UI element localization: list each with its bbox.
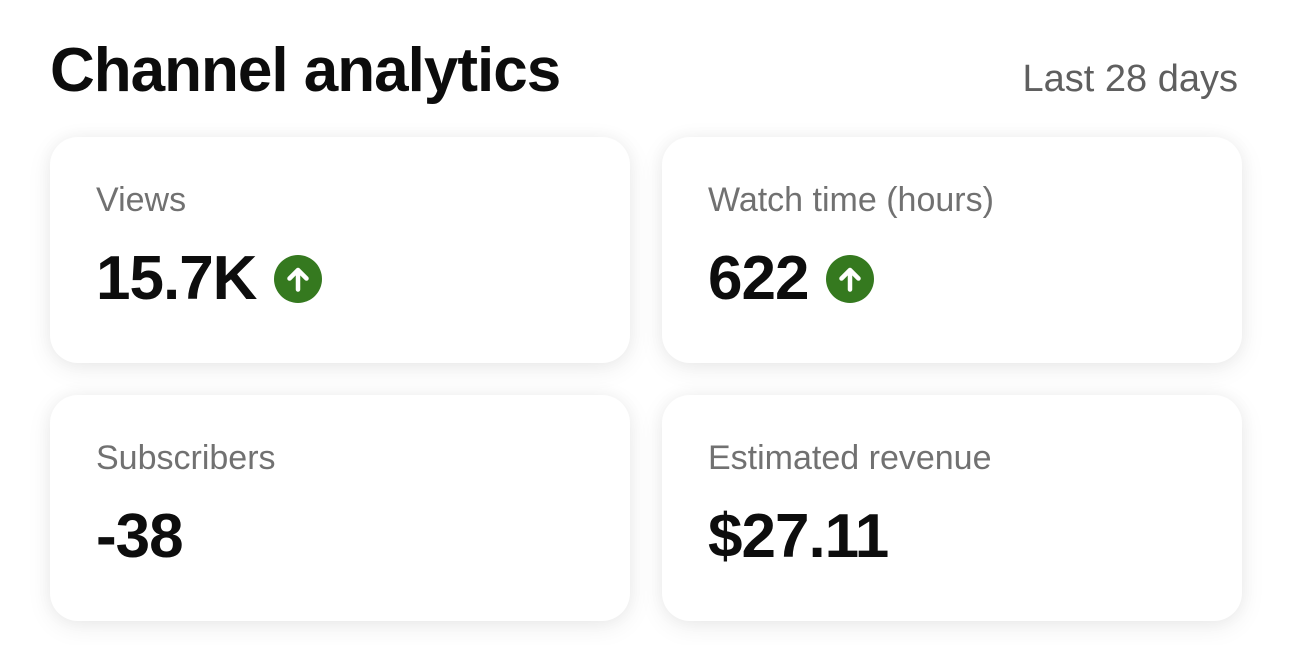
metric-label: Views — [96, 181, 187, 220]
metric-label: Watch time (hours) — [708, 181, 994, 220]
metric-label: Estimated revenue — [708, 439, 992, 478]
period-label: Last 28 days — [1022, 58, 1238, 100]
metric-value: -38 — [96, 501, 184, 571]
analytics-card-watch-time[interactable]: Watch time (hours) 622 — [662, 137, 1242, 364]
metric-value-row: 15.7K — [96, 242, 584, 316]
metric-value: 622 — [708, 243, 809, 313]
metric-value: 15.7K — [96, 243, 257, 313]
trend-up-icon — [826, 254, 875, 303]
analytics-card-estimated-revenue[interactable]: Estimated revenue $27.11 — [662, 395, 1242, 622]
metric-value-row: $27.11 — [708, 500, 1196, 574]
metric-value-row: -38 — [96, 500, 584, 574]
metric-value-row: 622 — [708, 242, 1196, 316]
metric-cards-grid: Views 15.7K Watch time (hours) 622 Subsc… — [50, 137, 1242, 622]
section-header: Channel analytics Last 28 days — [0, 0, 1290, 103]
analytics-card-views[interactable]: Views 15.7K — [50, 137, 630, 364]
metric-value: $27.11 — [708, 501, 889, 571]
analytics-card-subscribers[interactable]: Subscribers -38 — [50, 395, 630, 622]
metric-label: Subscribers — [96, 439, 276, 478]
trend-up-icon — [274, 254, 323, 303]
page-title: Channel analytics — [50, 36, 561, 105]
